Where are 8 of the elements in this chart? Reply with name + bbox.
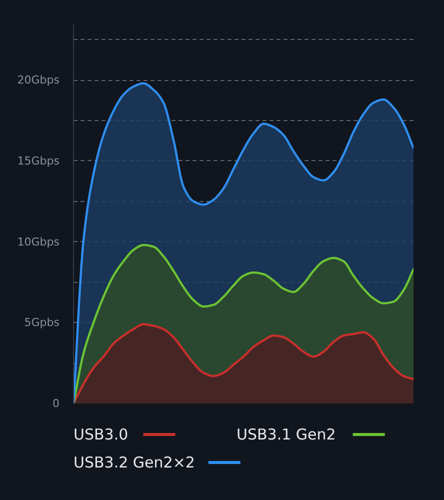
legend-label: USB3.2 Gen2×2 xyxy=(74,454,195,472)
y-tick-label: 10Gbps xyxy=(17,235,60,248)
y-tick-label: 15Gbps xyxy=(17,154,60,168)
y-tick-label: 0 xyxy=(52,397,60,410)
y-tick-label: 20Gbps xyxy=(17,74,60,87)
y-tick-label: 5Gpbs xyxy=(24,316,60,330)
legend-label: USB3.1 Gen2 xyxy=(236,426,336,444)
legend-label: USB3.0 xyxy=(74,426,128,444)
